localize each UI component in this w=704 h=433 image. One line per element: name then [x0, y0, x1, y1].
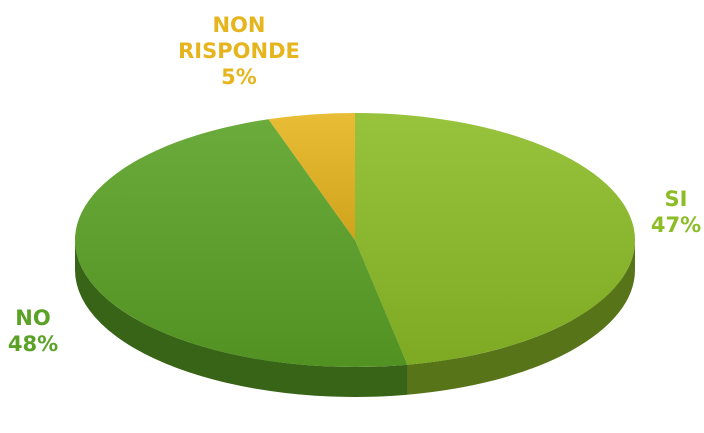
pie-side-no [75, 240, 408, 397]
pie-slice-shade-no [74, 119, 408, 367]
slice-label-value: 47% [651, 213, 701, 237]
pie-slice-shade-non-risponde [268, 113, 355, 240]
pie-tops [74, 113, 635, 367]
slice-label-name: NO [15, 306, 50, 330]
slice-label-value: 48% [8, 332, 58, 356]
slice-label-name: SI [665, 187, 688, 211]
slice-label-name: NON [212, 13, 265, 37]
slice-label-name: RISPONDE [178, 39, 300, 63]
slice-label-value: 5% [221, 65, 257, 89]
pie-sides [75, 240, 635, 397]
pie-slice-shade-si [355, 113, 635, 365]
pie-side-si [407, 240, 635, 395]
